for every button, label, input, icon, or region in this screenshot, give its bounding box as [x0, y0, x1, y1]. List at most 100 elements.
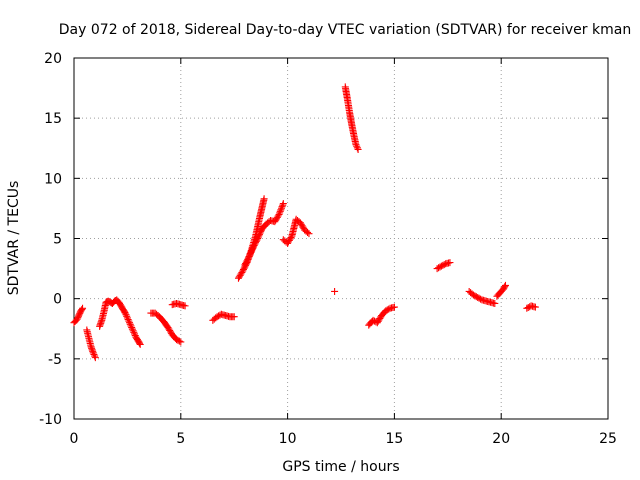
data-point-plus	[305, 230, 313, 238]
data-point-plus	[353, 144, 361, 152]
data-point-plus	[276, 209, 284, 217]
data-point-plus	[166, 326, 174, 334]
data-point-plus	[285, 236, 293, 244]
data-point-plus	[235, 273, 243, 281]
data-point-plus	[127, 322, 135, 330]
data-point-plus	[78, 305, 86, 313]
data-series-segment	[70, 304, 87, 327]
x-tick-label: 10	[279, 431, 297, 447]
axis-ticks: 0 5 10 15 20 25 -10 -5 0 5 10 15 20	[39, 51, 617, 447]
data-point-plus	[165, 325, 173, 333]
data-point-plus	[175, 337, 183, 345]
data-point-plus	[446, 259, 454, 267]
data-point-plus	[131, 330, 139, 338]
data-point-plus	[74, 314, 82, 322]
data-point-plus	[234, 274, 242, 282]
data-point-plus	[501, 281, 509, 289]
y-tick-label: -5	[48, 352, 62, 368]
data-point-plus	[275, 210, 283, 218]
data-point-plus	[123, 314, 131, 322]
data-point-plus	[136, 340, 144, 348]
data-series-segment	[493, 281, 509, 300]
data-point-plus	[230, 313, 238, 321]
y-tick-label: 15	[44, 111, 62, 127]
x-tick-label: 25	[599, 431, 617, 447]
data-point-plus	[299, 223, 307, 231]
data-point-plus	[124, 316, 132, 324]
y-axis-label: SDTVAR / TECUs	[6, 181, 22, 296]
data-series-segment	[341, 83, 362, 153]
data-point-plus	[298, 222, 306, 230]
data-point-plus	[167, 328, 175, 336]
x-tick-label: 15	[385, 431, 403, 447]
data-point-plus	[297, 220, 305, 228]
data-point-plus	[374, 317, 382, 325]
data-point-plus	[375, 316, 383, 324]
data-point-plus	[121, 309, 129, 317]
data-series-segment	[523, 302, 539, 312]
data-point-plus	[277, 204, 285, 212]
y-tick-label: 0	[53, 292, 62, 308]
data-point-plus	[164, 324, 172, 332]
data-point-plus	[296, 219, 304, 227]
data-point-plus	[373, 319, 381, 327]
data-point-plus	[491, 299, 499, 307]
data-points	[70, 83, 539, 362]
y-tick-label: -10	[39, 412, 62, 428]
data-point-plus	[260, 195, 268, 203]
data-point-plus	[126, 319, 134, 327]
data-series-segment	[331, 287, 339, 295]
data-point-plus	[304, 228, 312, 236]
x-tick-label: 0	[70, 431, 79, 447]
data-point-plus	[237, 270, 245, 278]
x-tick-label: 20	[492, 431, 510, 447]
data-series-segment	[241, 200, 287, 269]
data-point-plus	[79, 304, 87, 312]
data-point-plus	[273, 213, 281, 221]
data-point-plus	[128, 324, 136, 332]
data-point-plus	[128, 325, 136, 333]
x-tick-label: 5	[176, 431, 185, 447]
data-point-plus	[123, 312, 131, 320]
data-series-segment	[465, 287, 499, 307]
data-point-plus	[531, 303, 539, 311]
chart-title: Day 072 of 2018, Sidereal Day-to-day VTE…	[59, 22, 631, 38]
y-tick-label: 20	[44, 51, 62, 67]
data-point-plus	[279, 200, 287, 208]
data-point-plus	[284, 238, 292, 246]
data-point-plus	[278, 203, 286, 211]
data-series-segment	[433, 259, 454, 273]
data-point-plus	[130, 328, 138, 336]
data-point-plus	[286, 235, 294, 243]
data-point-plus	[125, 317, 133, 325]
data-series-segment	[168, 299, 189, 310]
grid	[74, 58, 608, 419]
data-point-plus	[91, 352, 99, 360]
data-point-plus	[287, 234, 295, 242]
data-point-plus	[284, 239, 292, 247]
data-point-plus	[271, 218, 279, 226]
data-point-plus	[75, 311, 83, 319]
data-point-plus	[272, 216, 280, 224]
data-point-plus	[181, 302, 189, 310]
data-point-plus	[91, 354, 99, 362]
data-point-plus	[272, 215, 280, 223]
data-point-plus	[136, 339, 144, 347]
y-tick-label: 5	[53, 232, 62, 248]
data-point-plus	[353, 142, 361, 150]
data-point-plus	[274, 212, 282, 220]
data-point-plus	[354, 145, 362, 153]
data-series-segment	[279, 215, 313, 247]
y-tick-label: 10	[44, 171, 62, 187]
data-series-segment	[147, 309, 185, 346]
data-series-segment	[209, 310, 238, 324]
data-point-plus	[90, 350, 98, 358]
data-point-plus	[236, 271, 244, 279]
x-axis-label: GPS time / hours	[282, 459, 399, 475]
data-point-plus	[73, 315, 81, 323]
data-point-plus	[74, 312, 82, 320]
data-point-plus	[279, 201, 287, 209]
data-point-plus	[126, 320, 134, 328]
data-series-segment	[83, 326, 99, 362]
